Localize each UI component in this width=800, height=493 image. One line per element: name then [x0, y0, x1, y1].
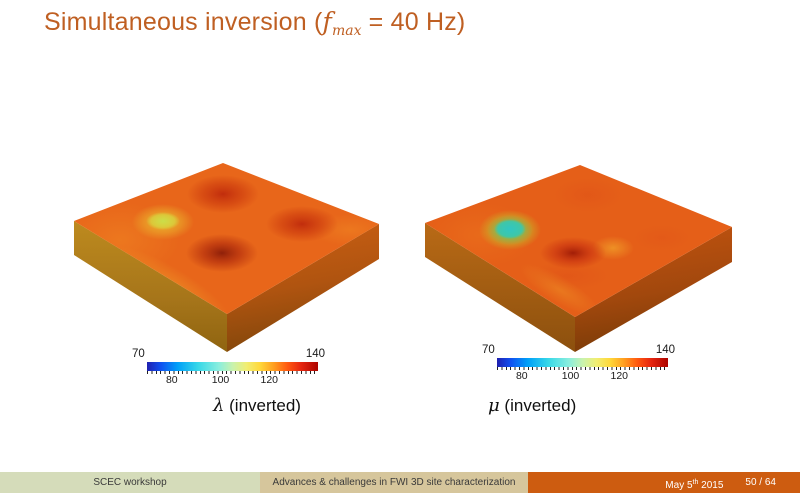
title-suffix: = 40 Hz) — [361, 8, 466, 36]
mu-faint-red-top — [554, 178, 622, 212]
footer-talk-title-section: Advances & challenges in FWI 3D site cha… — [260, 472, 528, 493]
slide-title: Simultaneous inversion (fmax = 40 Hz) — [44, 7, 465, 39]
lambda-block-right-face — [227, 224, 379, 352]
lambda-3d-render — [74, 163, 379, 352]
footer-author-section: SCEC workshop — [0, 472, 260, 493]
footer-date-superscript: th — [692, 479, 699, 486]
mu-symbol: μ — [488, 395, 500, 416]
lambda-colorbar-max-label: 140 — [305, 348, 325, 360]
mu-colorbar-tick-100: 100 — [561, 370, 580, 382]
mu-colorbar: 70 140 80 100 120 — [482, 344, 675, 382]
footer-page-number: 50 / 64 — [745, 477, 776, 488]
lambda-colorbar: 70 140 80 100 120 — [132, 348, 325, 386]
footer-date-page-section: May 5th 2015 50 / 64 — [528, 472, 800, 493]
lambda-red-anomaly-right — [266, 206, 338, 242]
lambda-block-left-face — [74, 221, 227, 352]
mu-caption: μ (inverted) — [488, 395, 576, 416]
lambda-colorbar-tick-80: 80 — [165, 374, 178, 386]
mu-colorbar-tick-80: 80 — [515, 370, 528, 382]
title-math-subscript: max — [332, 23, 362, 39]
lambda-yellow-anomaly-core — [146, 212, 180, 230]
mu-caption-text: (inverted) — [499, 396, 577, 415]
mu-3d-render — [425, 165, 732, 352]
lambda-caption: λ (inverted) — [213, 395, 301, 416]
mu-colorbar-tick-120: 120 — [610, 370, 629, 382]
lambda-colorbar-gradient — [147, 362, 318, 371]
lambda-symbol: λ — [213, 395, 225, 416]
lambda-colorbar-min-label: 70 — [132, 348, 145, 360]
title-text: Simultaneous inversion ( — [44, 8, 323, 36]
mu-faint-red-right — [634, 225, 690, 251]
mu-dark-red-anomaly — [540, 237, 606, 269]
mu-block-top-face — [425, 165, 732, 317]
mu-block-left-face — [425, 223, 575, 352]
mu-colorbar-tick-marks — [497, 367, 668, 370]
lambda-colorbar-tick-120: 120 — [260, 374, 279, 386]
mu-colorbar-max-label: 140 — [655, 344, 675, 356]
footer-bar: SCEC workshop Advances & challenges in F… — [0, 472, 800, 493]
mu-block-right-face — [575, 227, 732, 352]
mu-orange-band-lower — [520, 263, 600, 317]
lambda-dark-anomaly-bottom — [186, 234, 258, 272]
mu-colorbar-min-label: 70 — [482, 344, 495, 356]
lambda-red-anomaly-top — [187, 175, 259, 213]
lambda-colorbar-tick-marks — [147, 371, 318, 374]
lambda-caption-text: (inverted) — [224, 396, 301, 415]
title-math-f: f — [322, 7, 332, 36]
mu-cyan-anomaly-core — [494, 219, 526, 239]
lambda-colorbar-tick-100: 100 — [211, 374, 230, 386]
mu-colorbar-gradient — [497, 358, 668, 367]
footer-date: May 5th 2015 — [665, 479, 724, 491]
